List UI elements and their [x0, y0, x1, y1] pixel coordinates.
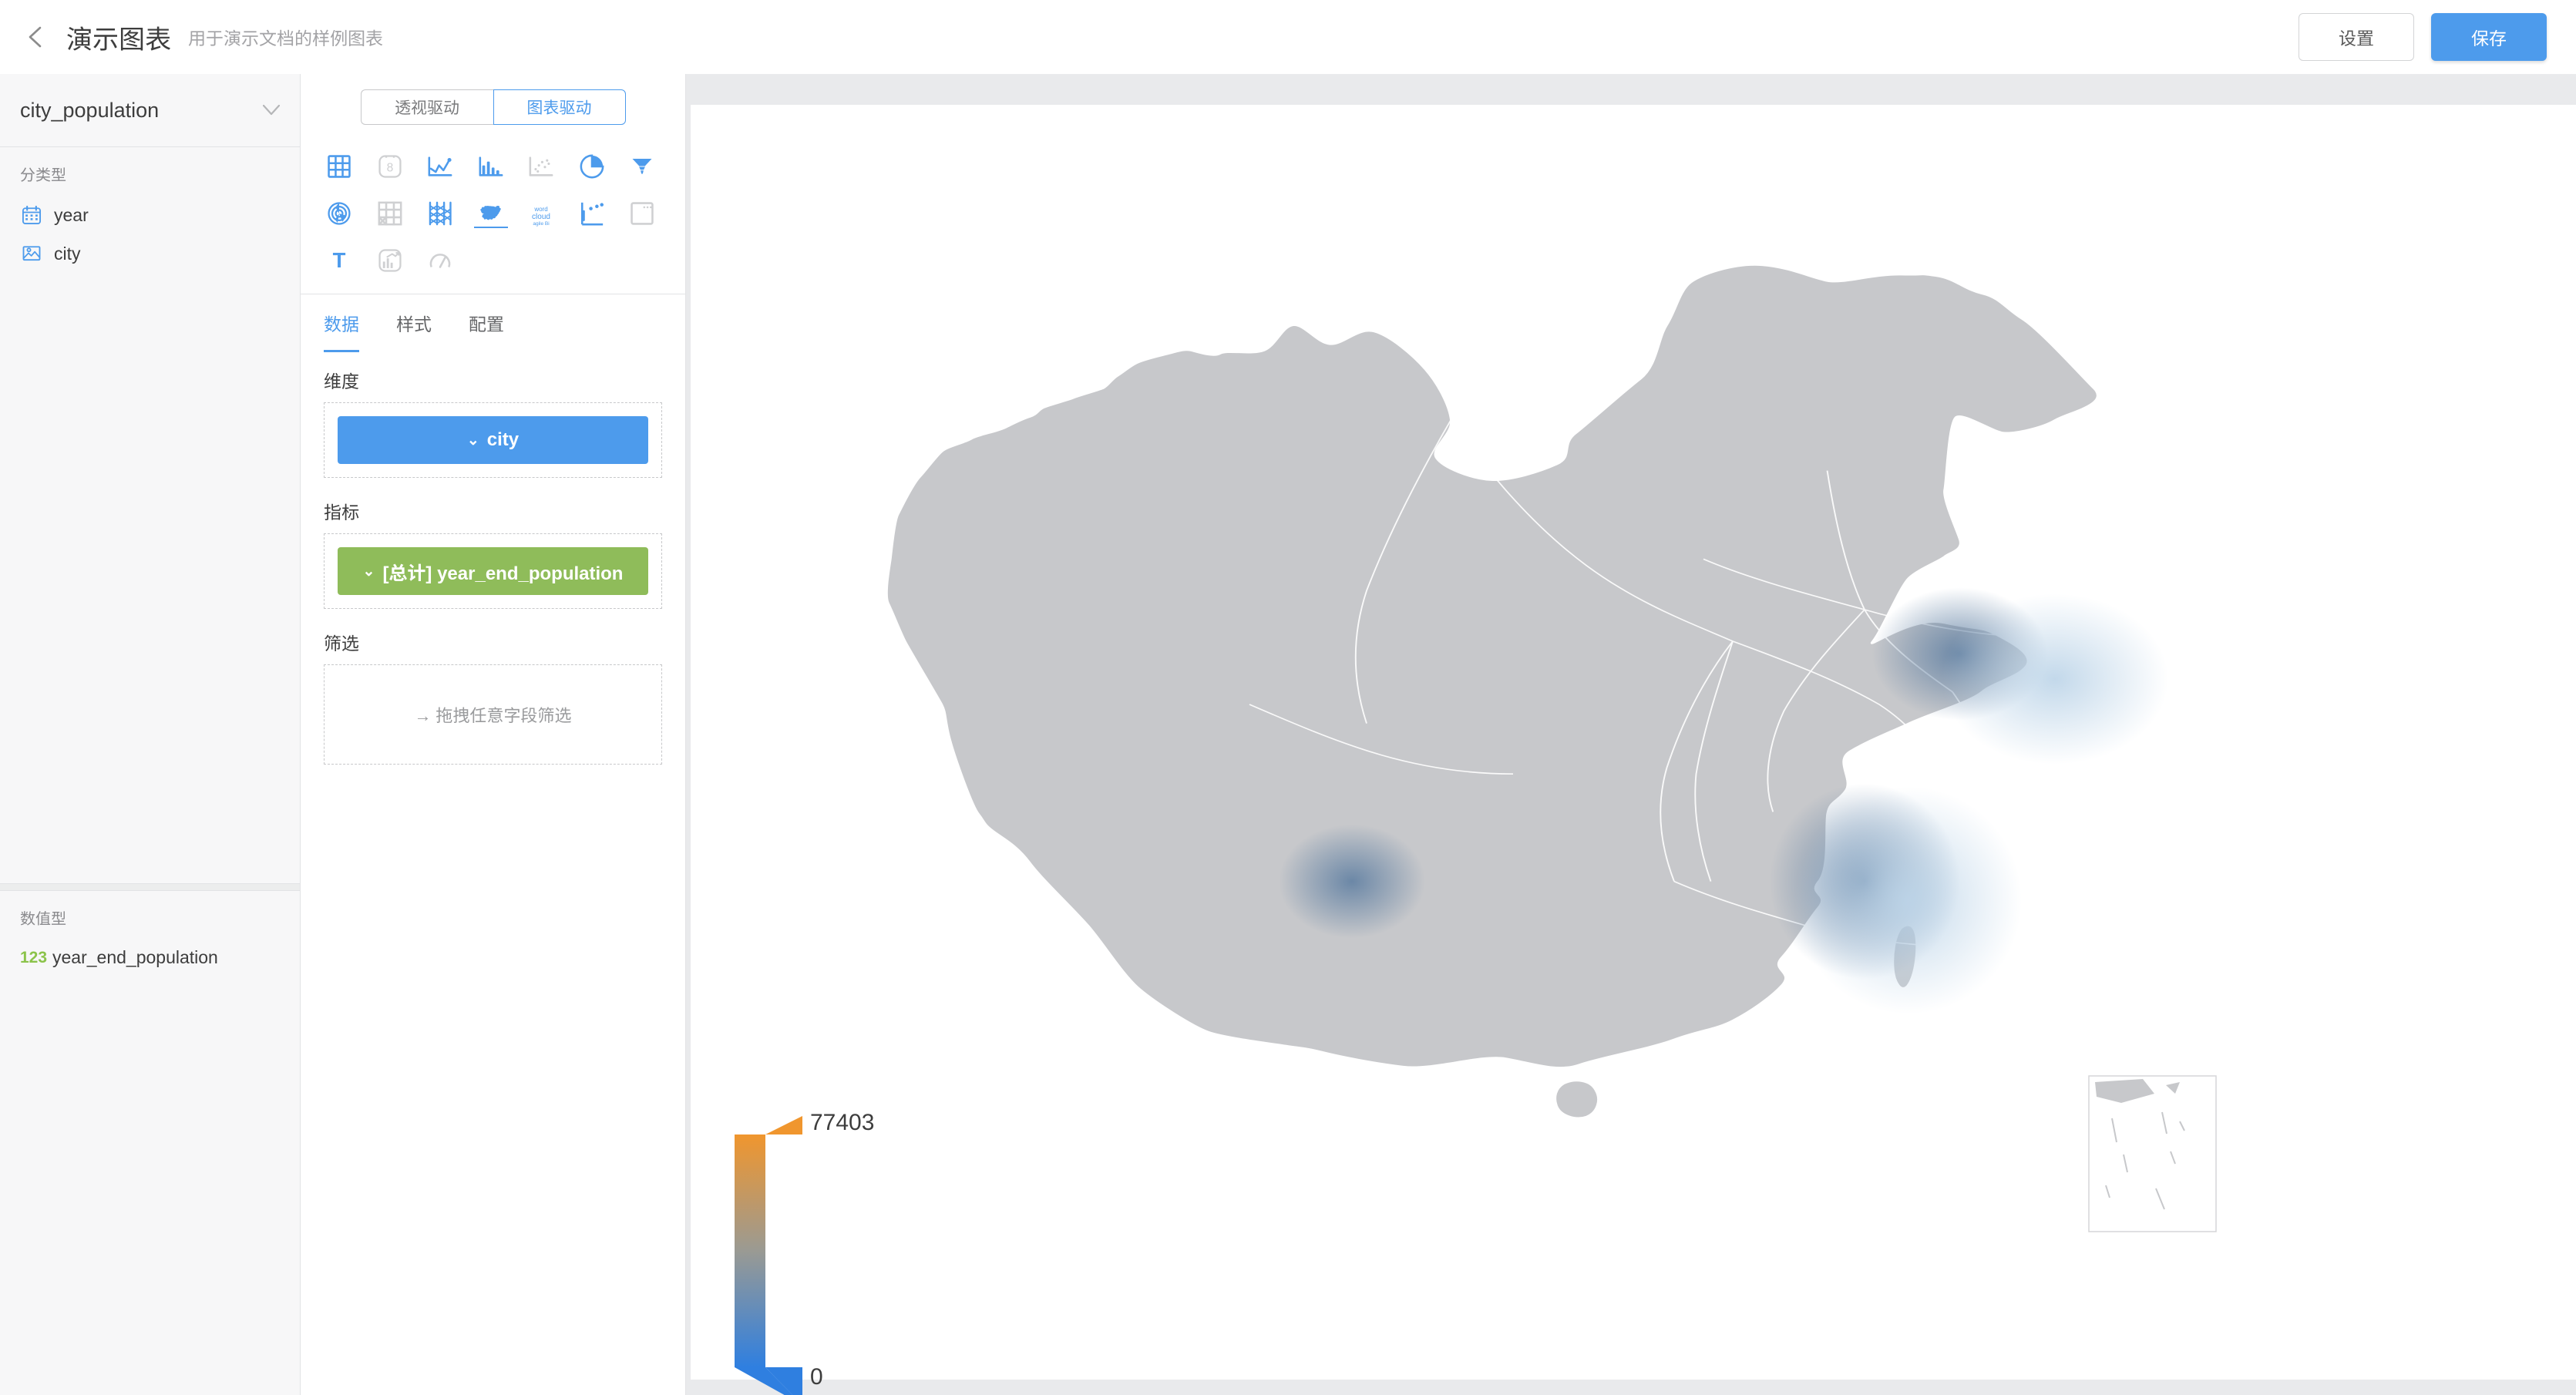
- svg-text:T: T: [333, 249, 346, 272]
- svg-text:agile Bi: agile Bi: [533, 221, 550, 227]
- svg-text:8: 8: [386, 161, 393, 174]
- svg-text:cloud: cloud: [532, 213, 550, 221]
- svg-text:word: word: [534, 206, 548, 213]
- svg-text:77403: 77403: [810, 1110, 874, 1135]
- svg-text:0: 0: [810, 1364, 823, 1390]
